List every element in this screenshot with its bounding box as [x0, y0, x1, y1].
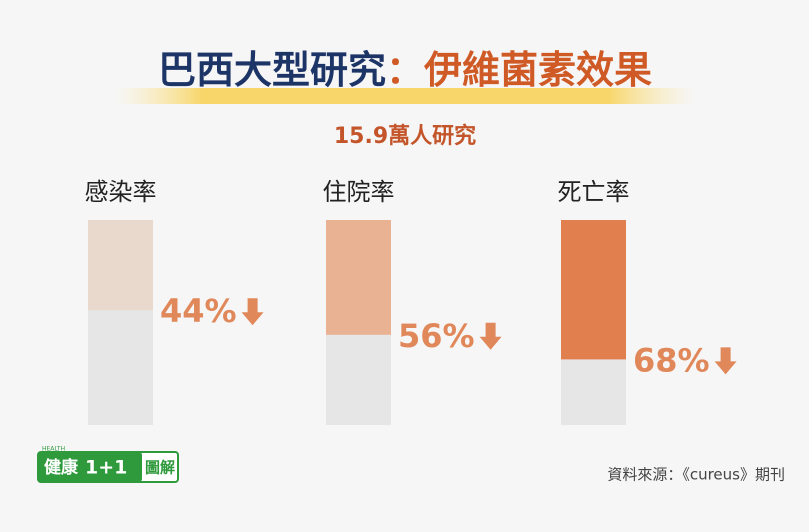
logo-suffix: 圖解 — [145, 459, 175, 477]
logo-number: 1+1 — [85, 457, 127, 479]
source: 資料來源：《cureus》期刊 — [607, 466, 785, 484]
chart-title: 巴西大型研究：伊維菌素效果 — [158, 48, 652, 92]
logo-block — [38, 452, 142, 482]
down-arrow — [241, 298, 264, 326]
subtitle: 15.9萬人研究 — [334, 123, 476, 149]
value-label: 44% — [160, 292, 237, 330]
title-highlight-text: ：伊維菌素效果 — [386, 48, 652, 92]
bar — [561, 220, 626, 360]
bar — [326, 220, 391, 335]
bar — [88, 220, 153, 311]
value-label: 68% — [633, 341, 710, 379]
down-arrow — [714, 347, 737, 375]
logo-name: 健康 — [44, 457, 79, 478]
logo-tag: HEALTH — [42, 446, 65, 453]
logo: HEALTH 健康 1+1 圖解 — [37, 446, 179, 483]
title-highlight — [115, 88, 695, 104]
category-label: 住院率 — [323, 178, 395, 206]
value-label: 56% — [398, 317, 475, 355]
down-arrow — [479, 322, 502, 350]
category-label: 感染率 — [85, 178, 157, 206]
category-label: 死亡率 — [558, 178, 630, 206]
title-main: 巴西大型研究 — [158, 48, 386, 92]
